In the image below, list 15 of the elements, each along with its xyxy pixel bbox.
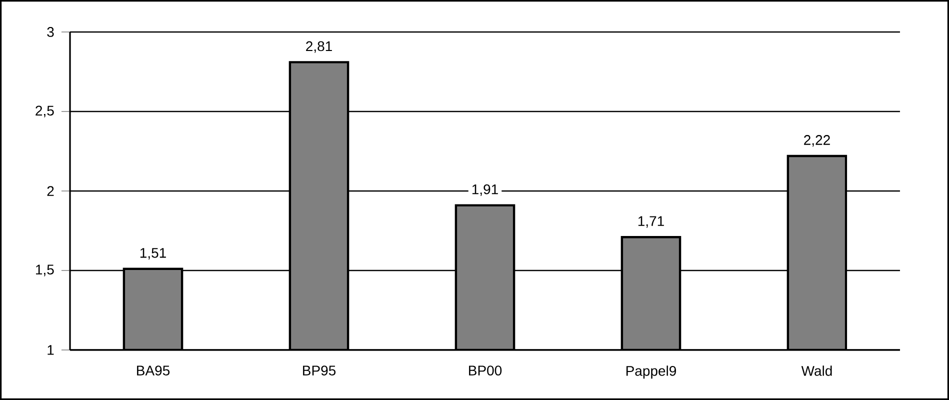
y-tick-label: 1: [48, 345, 54, 355]
data-label: 1,71: [638, 216, 664, 228]
x-tick-label: BP95: [303, 366, 336, 376]
data-label: 1,91: [472, 184, 498, 196]
x-tick-label: Wald: [801, 366, 832, 376]
y-tick-label: 2,5: [36, 106, 54, 118]
y-tick-label: 2: [47, 186, 54, 196]
x-tick-label: Pappel9: [626, 366, 676, 379]
data-label: 2,81: [306, 41, 332, 53]
x-tick-label: BA95: [137, 366, 170, 376]
data-label: 2,22: [804, 135, 830, 147]
y-tick-label: 1,5: [36, 264, 54, 276]
data-label: 1,51: [140, 248, 166, 260]
x-tick-label: BP00: [469, 366, 502, 376]
y-tick-label: 3: [47, 27, 54, 37]
